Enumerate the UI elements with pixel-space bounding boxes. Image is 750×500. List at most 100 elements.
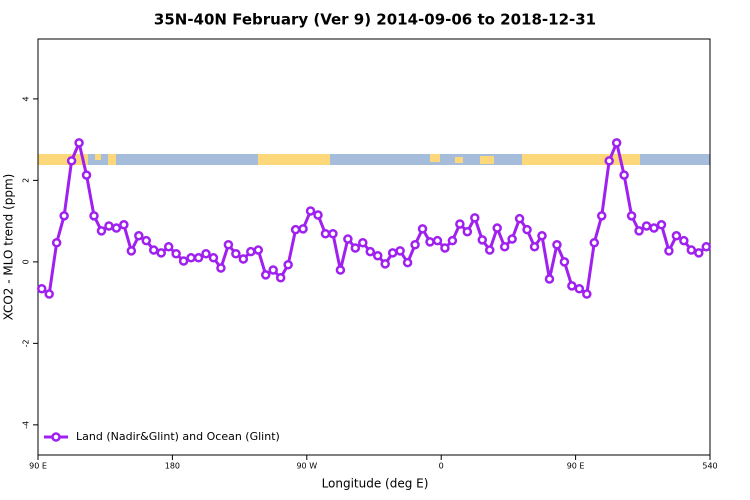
data-point (268, 265, 278, 275)
data-point (611, 138, 622, 148)
data-point (216, 263, 226, 273)
data-point (253, 245, 264, 255)
data-point (208, 253, 219, 263)
data-point (134, 231, 144, 241)
data-point (231, 248, 241, 259)
data-point (111, 223, 122, 233)
data-point (679, 235, 689, 246)
data-point (634, 226, 644, 236)
data-point (425, 237, 435, 247)
data-point (567, 281, 577, 291)
data-point (447, 235, 458, 246)
data-point (671, 231, 682, 241)
data-point (178, 256, 189, 266)
data-point (283, 259, 293, 270)
land-ocean-strip (38, 154, 710, 165)
data-point (156, 248, 166, 258)
data-point (305, 206, 316, 216)
data-point (186, 253, 196, 263)
land-band (480, 156, 494, 164)
data-point (582, 289, 592, 299)
land-band (258, 154, 330, 165)
x-tick-label: 90 W (296, 462, 317, 471)
data-point (544, 274, 555, 284)
land-band (455, 157, 463, 163)
legend-label: Land (Nadir&Glint) and Ocean (Glint) (76, 430, 280, 443)
series-line (40, 138, 708, 297)
x-tick-label: 540 (702, 462, 717, 471)
data-point (507, 234, 517, 244)
data-point (96, 226, 107, 236)
data-point (260, 270, 271, 280)
plot-frame (37, 38, 711, 456)
data-point (402, 257, 413, 268)
data-point (619, 170, 629, 180)
data-point (455, 219, 465, 229)
data-point (380, 259, 390, 269)
data-point (522, 224, 532, 235)
data-point (626, 211, 637, 221)
y-tick-label: 0 (22, 259, 31, 264)
data-point (119, 220, 129, 230)
data-point (313, 210, 323, 220)
data-point (223, 240, 234, 250)
data-point (298, 224, 308, 234)
data-point (529, 242, 540, 252)
data-point (74, 138, 84, 148)
x-tick-label: 180 (165, 462, 180, 471)
y-tick-label: 2 (22, 178, 31, 183)
legend-marker (51, 432, 61, 442)
data-point (484, 245, 495, 255)
y-axis-label: XCO2 - MLO trend (ppm) (2, 174, 16, 321)
data-point (335, 265, 346, 275)
data-point (417, 224, 428, 234)
data-point (358, 237, 368, 248)
data-point (462, 226, 473, 237)
data-point (163, 242, 174, 252)
land-band (95, 154, 101, 160)
x-tick-label: 0 (439, 462, 444, 471)
data-point (275, 273, 286, 283)
data-point (656, 220, 667, 230)
data-point (537, 231, 547, 241)
data-point (641, 221, 652, 231)
data-point (246, 246, 256, 257)
data-point (432, 235, 443, 246)
land-band (38, 154, 88, 165)
data-point (148, 245, 159, 255)
data-point (350, 243, 361, 253)
data-point (664, 246, 674, 256)
data-point (387, 248, 398, 258)
data-point (410, 240, 420, 250)
y-tick-label: -4 (22, 421, 31, 429)
chart-title: 35N-40N February (Ver 9) 2014-09-06 to 2… (154, 11, 596, 29)
data-point (343, 234, 353, 244)
data-point (552, 240, 562, 250)
data-point (440, 243, 450, 253)
data-point (126, 246, 137, 256)
data-point (66, 156, 77, 166)
data-point (395, 246, 405, 256)
data-point (89, 211, 99, 221)
data-point (81, 170, 92, 180)
data-point (701, 242, 712, 252)
data-point (193, 253, 204, 263)
y-tick-label: -2 (22, 339, 31, 347)
data-point (470, 213, 480, 223)
data-point (372, 251, 383, 261)
data-point (559, 257, 570, 267)
data-point (171, 248, 181, 259)
data-point (290, 224, 301, 235)
data-point (604, 156, 614, 166)
data-point (574, 284, 585, 294)
data-point (492, 223, 502, 233)
x-tick-label: 90 E (29, 462, 47, 471)
data-point (104, 221, 114, 231)
x-axis-label: Longitude (deg E) (322, 477, 429, 491)
data-point (36, 284, 47, 294)
data-point (59, 211, 69, 221)
y-tick-label: 4 (22, 96, 31, 101)
data-point (51, 237, 62, 248)
land-band (430, 154, 440, 162)
